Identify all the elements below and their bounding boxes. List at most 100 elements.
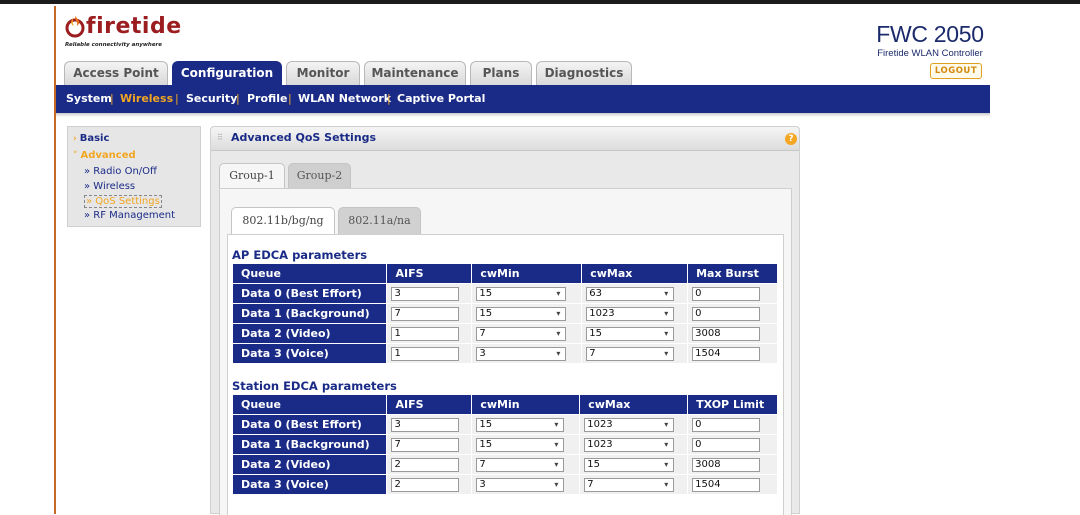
col-header-queue: Queue bbox=[231, 394, 388, 415]
tab-band-a-na[interactable]: 802.11a/na bbox=[338, 207, 421, 234]
help-icon[interactable]: ? bbox=[785, 133, 797, 145]
table-row: Data 1 (Background) 7 15 ▾ 1023 ▾ 0 bbox=[231, 434, 778, 455]
dropdown-arrow-icon: ▾ bbox=[664, 419, 669, 429]
cwmax-value: 15 bbox=[587, 458, 600, 470]
dropdown-arrow-icon: ▾ bbox=[556, 348, 561, 358]
tab-group-2[interactable]: Group-2 bbox=[288, 163, 351, 188]
tab-diagnostics[interactable]: Diagnostics bbox=[536, 61, 632, 85]
max-burst-input[interactable]: 0 bbox=[692, 306, 761, 321]
cwmax-select[interactable]: 15 ▾ bbox=[586, 326, 675, 341]
side-menu-advanced[interactable]: ˅ Advanced bbox=[73, 150, 136, 161]
dropdown-arrow-icon: ▾ bbox=[664, 308, 669, 318]
ap-edca-table: Queue AIFS cwMin cwMax Max Burst Data 0 … bbox=[231, 263, 778, 364]
dropdown-arrow-icon: ▾ bbox=[664, 439, 669, 449]
tab-configuration[interactable]: Configuration bbox=[172, 61, 282, 85]
cwmin-select[interactable]: 15 ▾ bbox=[476, 286, 567, 301]
cwmax-select[interactable]: 1023 ▾ bbox=[586, 306, 675, 321]
max-burst-input[interactable]: 3008 bbox=[692, 326, 761, 341]
subnav-captive-portal[interactable]: Captive Portal bbox=[397, 92, 486, 105]
cwmax-value: 1023 bbox=[587, 438, 613, 450]
side-menu-wireless[interactable]: » Wireless bbox=[84, 181, 136, 192]
sub-nav: System | Wireless | Security | Profile |… bbox=[56, 85, 990, 113]
dropdown-arrow-icon: ▾ bbox=[664, 328, 669, 338]
subnav-wireless[interactable]: Wireless bbox=[120, 92, 174, 105]
cwmin-select[interactable]: 3 ▾ bbox=[476, 346, 567, 361]
tab-monitor[interactable]: Monitor bbox=[286, 61, 360, 85]
cwmin-select[interactable]: 15 ▾ bbox=[476, 306, 567, 321]
side-menu-qos-settings[interactable]: » QoS Settings bbox=[84, 195, 162, 208]
cwmax-select[interactable]: 1023 ▾ bbox=[584, 437, 675, 452]
queue-label: Data 3 (Voice) bbox=[231, 474, 388, 495]
table-row: Data 0 (Best Effort) 3 15 ▾ 1023 ▾ 0 bbox=[231, 414, 778, 435]
subnav-system[interactable]: System bbox=[66, 92, 112, 105]
col-header-cwmax: cwMax bbox=[581, 263, 689, 284]
col-header-max-burst: Max Burst bbox=[687, 263, 778, 284]
cwmin-select[interactable]: 15 ▾ bbox=[476, 437, 565, 452]
top-border bbox=[0, 0, 1080, 4]
cwmin-select[interactable]: 7 ▾ bbox=[476, 457, 565, 472]
aifs-input[interactable]: 7 bbox=[391, 306, 460, 321]
table-row: Data 0 (Best Effort) 3 15 ▾ 63 ▾ 0 bbox=[231, 283, 778, 304]
cwmin-value: 15 bbox=[479, 438, 493, 450]
dropdown-arrow-icon: ▾ bbox=[664, 479, 669, 489]
aifs-input[interactable]: 3 bbox=[391, 417, 460, 432]
table-header-row: Queue AIFS cwMin cwMax Max Burst bbox=[231, 263, 778, 284]
tab-access-point[interactable]: Access Point bbox=[64, 61, 168, 85]
logout-button[interactable]: LOGOUT bbox=[930, 63, 982, 79]
cwmax-select[interactable]: 63 ▾ bbox=[586, 286, 675, 301]
queue-label: Data 0 (Best Effort) bbox=[231, 283, 388, 304]
cwmax-select[interactable]: 7 ▾ bbox=[586, 346, 675, 361]
tab-plans[interactable]: Plans bbox=[470, 61, 532, 85]
txop-limit-input[interactable]: 3008 bbox=[692, 457, 761, 472]
side-menu-radio-on-off[interactable]: » Radio On/Off bbox=[84, 166, 157, 177]
subnav-wlan-network[interactable]: WLAN Network bbox=[298, 92, 392, 105]
aifs-input[interactable]: 2 bbox=[391, 477, 460, 492]
qos-panel: ⠿ Advanced QoS Settings ? Group-1 Group-… bbox=[210, 126, 800, 515]
txop-limit-input[interactable]: 1504 bbox=[692, 477, 761, 492]
cwmax-select[interactable]: 1023 ▾ bbox=[584, 417, 675, 432]
product-name: FWC 2050 bbox=[876, 21, 984, 47]
cwmax-value: 1023 bbox=[587, 418, 613, 430]
queue-label: Data 2 (Video) bbox=[231, 454, 388, 475]
tab-group-1[interactable]: Group-1 bbox=[219, 163, 285, 188]
aifs-input[interactable]: 1 bbox=[391, 326, 460, 341]
col-header-txop-limit: TXOP Limit bbox=[687, 394, 778, 415]
cwmin-select[interactable]: 3 ▾ bbox=[476, 477, 565, 492]
txop-limit-input[interactable]: 0 bbox=[692, 437, 761, 452]
cwmin-select[interactable]: 7 ▾ bbox=[476, 326, 567, 341]
side-menu: › Basic ˅ Advanced » Radio On/Off » Wirele… bbox=[67, 126, 201, 227]
table-row: Data 2 (Video) 1 7 ▾ 15 ▾ 3008 bbox=[231, 323, 778, 344]
tab-band-bg-ng[interactable]: 802.11b/bg/ng bbox=[231, 207, 335, 234]
drag-handle-icon[interactable]: ⠿ bbox=[217, 133, 223, 142]
queue-label: Data 3 (Voice) bbox=[231, 343, 388, 364]
col-header-queue: Queue bbox=[231, 263, 388, 284]
table-row: Data 2 (Video) 2 7 ▾ 15 ▾ 3008 bbox=[231, 454, 778, 475]
page-left-edge bbox=[54, 6, 56, 514]
aifs-input[interactable]: 2 bbox=[391, 457, 460, 472]
tab-maintenance[interactable]: Maintenance bbox=[364, 61, 466, 85]
cwmin-select[interactable]: 15 ▾ bbox=[476, 417, 565, 432]
dropdown-arrow-icon: ▾ bbox=[554, 439, 559, 449]
logo-tagline: Reliable connectivity anywhere bbox=[65, 42, 162, 48]
txop-limit-input[interactable]: 0 bbox=[692, 417, 761, 432]
queue-label: Data 0 (Best Effort) bbox=[231, 414, 388, 435]
aifs-input[interactable]: 7 bbox=[391, 437, 460, 452]
subnav-separator: | bbox=[110, 92, 114, 105]
dropdown-arrow-icon: ▾ bbox=[554, 479, 559, 489]
side-menu-rf-management[interactable]: » RF Management bbox=[84, 210, 176, 221]
cwmax-select[interactable]: 15 ▾ bbox=[584, 457, 675, 472]
table-row: Data 3 (Voice) 2 3 ▾ 7 ▾ 1504 bbox=[231, 474, 778, 495]
cwmax-select[interactable]: 7 ▾ bbox=[584, 477, 675, 492]
subnav-profile[interactable]: Profile bbox=[247, 92, 288, 105]
aifs-input[interactable]: 3 bbox=[391, 286, 460, 301]
subnav-separator: | bbox=[236, 92, 240, 105]
max-burst-input[interactable]: 0 bbox=[692, 286, 761, 301]
col-header-aifs: AIFS bbox=[386, 263, 473, 284]
table-row: Data 3 (Voice) 1 3 ▾ 7 ▾ 1504 bbox=[231, 343, 778, 364]
aifs-input[interactable]: 1 bbox=[391, 346, 460, 361]
side-menu-basic[interactable]: › Basic bbox=[73, 133, 110, 144]
dropdown-arrow-icon: ▾ bbox=[664, 348, 669, 358]
max-burst-input[interactable]: 1504 bbox=[692, 346, 761, 361]
queue-label: Data 1 (Background) bbox=[231, 434, 388, 455]
subnav-security[interactable]: Security bbox=[186, 92, 238, 105]
